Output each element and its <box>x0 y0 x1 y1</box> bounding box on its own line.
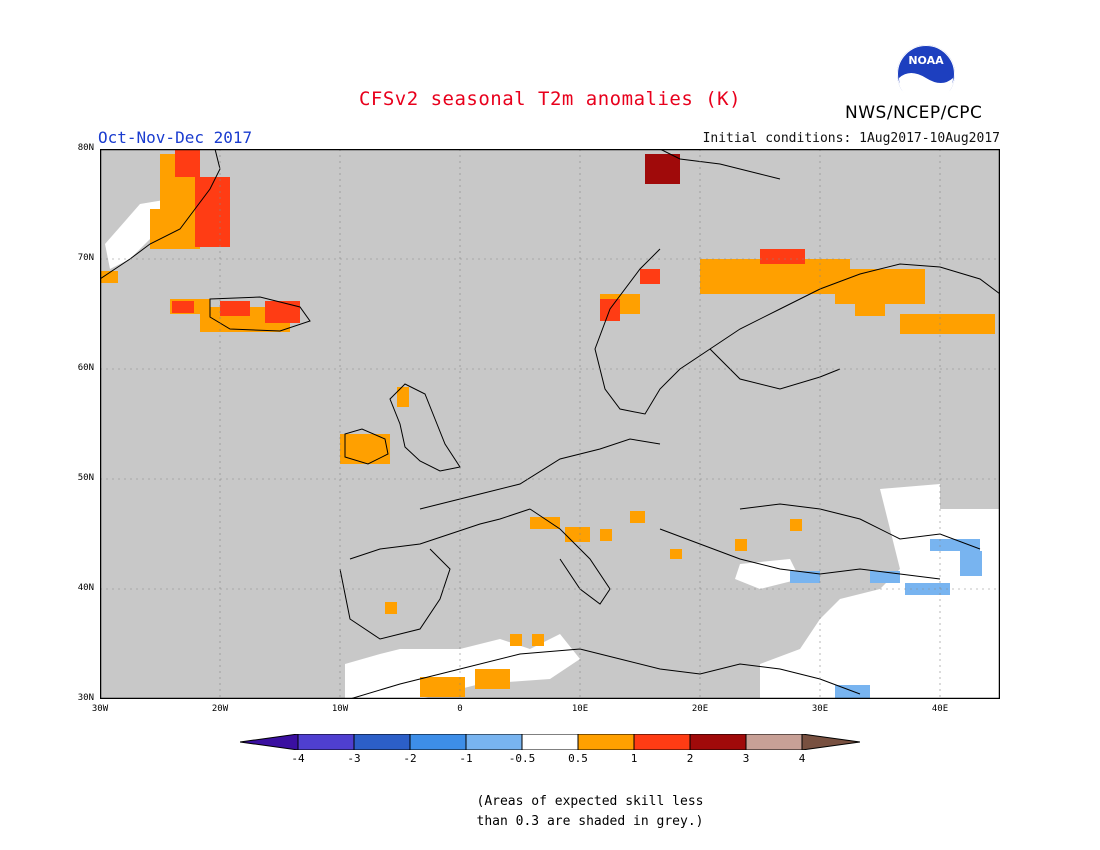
lon-label-10w: 10W <box>331 704 349 714</box>
coastlines <box>100 149 1000 699</box>
lat-label-30n: 30N <box>77 693 94 703</box>
noaa-logo-text: NOAA <box>908 54 944 67</box>
colorbar-label-3: 3 <box>742 752 750 765</box>
negative-anomaly-cells <box>790 539 982 699</box>
colorbar-label-1: 1 <box>630 752 638 765</box>
graticule <box>100 149 1000 699</box>
colorbar-bin-1-2 <box>633 734 691 750</box>
colorbar-bin-minus2-minus1 <box>409 734 467 750</box>
lon-label-10e: 10E <box>571 704 589 714</box>
noaa-logo: NOAA <box>897 45 955 104</box>
skill-note-line-1: (Areas of expected skill less <box>476 794 704 809</box>
colorbar-max-arrow <box>801 734 860 750</box>
map-frame <box>100 149 1000 699</box>
colorbar <box>240 734 860 750</box>
colorbar-label-2: 2 <box>686 752 694 765</box>
lon-label-40e: 40E <box>931 704 949 714</box>
season-label: Oct-Nov-Dec 2017 <box>98 128 253 147</box>
colorbar-label-4: 4 <box>798 752 806 765</box>
lon-label-30e: 30E <box>811 704 829 714</box>
colorbar-label-minus3: -3 <box>347 752 361 765</box>
colorbar-label-minus2: -2 <box>403 752 417 765</box>
lat-label-70n: 70N <box>77 253 94 263</box>
colorbar-bin-minus1-minus05 <box>465 734 523 750</box>
colorbar-bin-05-1 <box>577 734 635 750</box>
lon-label-20e: 20E <box>691 704 709 714</box>
agency-label: NWS/NCEP/CPC <box>845 103 983 123</box>
colorbar-label-minus1: -1 <box>459 752 473 765</box>
anomaly-map <box>100 149 1000 699</box>
colorbar-label-minus4: -4 <box>291 752 305 765</box>
lon-label-20w: 20W <box>211 704 229 714</box>
lat-label-40n: 40N <box>77 583 94 593</box>
map-title: CFSv2 seasonal T2m anomalies (K) <box>358 88 742 110</box>
colorbar-label-05: 0.5 <box>568 752 588 765</box>
lon-label-0: 0 <box>457 704 463 714</box>
initial-conditions: Initial conditions: 1Aug2017-10Aug2017 <box>702 131 1000 146</box>
colorbar-bin-2-3 <box>689 734 747 750</box>
skill-note: (Areas of expected skill less than 0.3 a… <box>440 792 740 832</box>
colorbar-bin-minus4-minus3 <box>297 734 355 750</box>
lat-label-80n: 80N <box>77 143 94 153</box>
lat-label-50n: 50N <box>77 473 94 483</box>
colorbar-bin-neutral <box>521 734 579 750</box>
lon-label-30w: 30W <box>91 704 109 714</box>
colorbar-min-arrow <box>240 734 299 750</box>
colorbar-bin-3-4 <box>745 734 803 750</box>
positive-anomaly-cells <box>100 149 995 697</box>
colorbar-bin-minus3-minus2 <box>353 734 411 750</box>
skill-note-line-2: than 0.3 are shaded in grey.) <box>476 814 704 829</box>
lat-label-60n: 60N <box>77 363 94 373</box>
colorbar-label-minus05: -0.5 <box>508 752 536 765</box>
